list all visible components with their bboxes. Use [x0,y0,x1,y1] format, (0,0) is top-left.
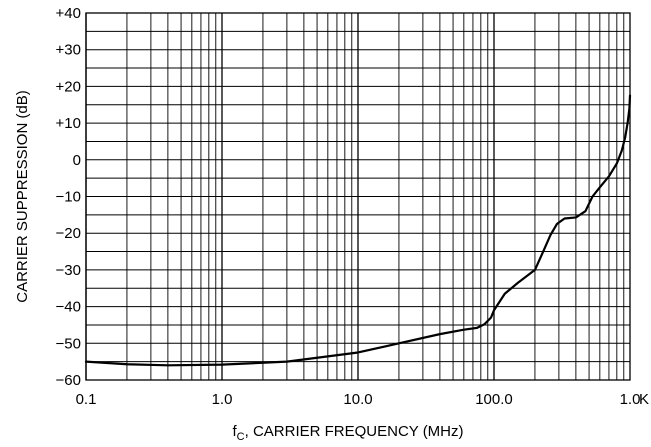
y-tick-label: −20 [56,225,81,242]
x-tick-label: 100.0 [475,391,513,408]
series-line-carrier-suppression [84,94,632,367]
y-tick-label: +10 [56,115,81,132]
x-tick-label: 0.1 [76,391,97,408]
plot-frame [85,12,631,381]
y-tick-label: +20 [56,78,81,95]
x-tick-label: 1.0 [212,391,233,408]
y-tick-labels: +40 +30 +20 +10 0 −10 −20 −30 −40 −50 −60 [56,5,81,389]
x-tick-unit-suffix: K [639,391,649,408]
y-axis-title: CARRIER SUPPRESSION (dB) [14,90,31,303]
y-tick-label: −10 [56,189,81,206]
y-tick-label: +30 [56,42,81,59]
x-tick-label: 1.0 [620,391,641,408]
y-tick-label: −60 [56,372,81,389]
x-axis-title-rest: , CARRIER FREQUENCY (MHz) [245,423,464,440]
y-tick-label: −40 [56,299,81,316]
y-tick-label: −30 [56,262,81,279]
x-axis-title-f: f [232,423,237,440]
grid [85,12,630,381]
x-axis-title-subscript: C [237,431,245,443]
y-tick-label: −50 [56,335,81,352]
x-tick-labels: 0.1 1.0 10.0 100.0 1.0K [76,391,649,408]
y-tick-label: +40 [56,5,81,22]
y-tick-label: 0 [73,152,81,169]
x-tick-label: 10.0 [343,391,372,408]
x-axis-title: fC, CARRIER FREQUENCY (MHz) [232,423,463,443]
